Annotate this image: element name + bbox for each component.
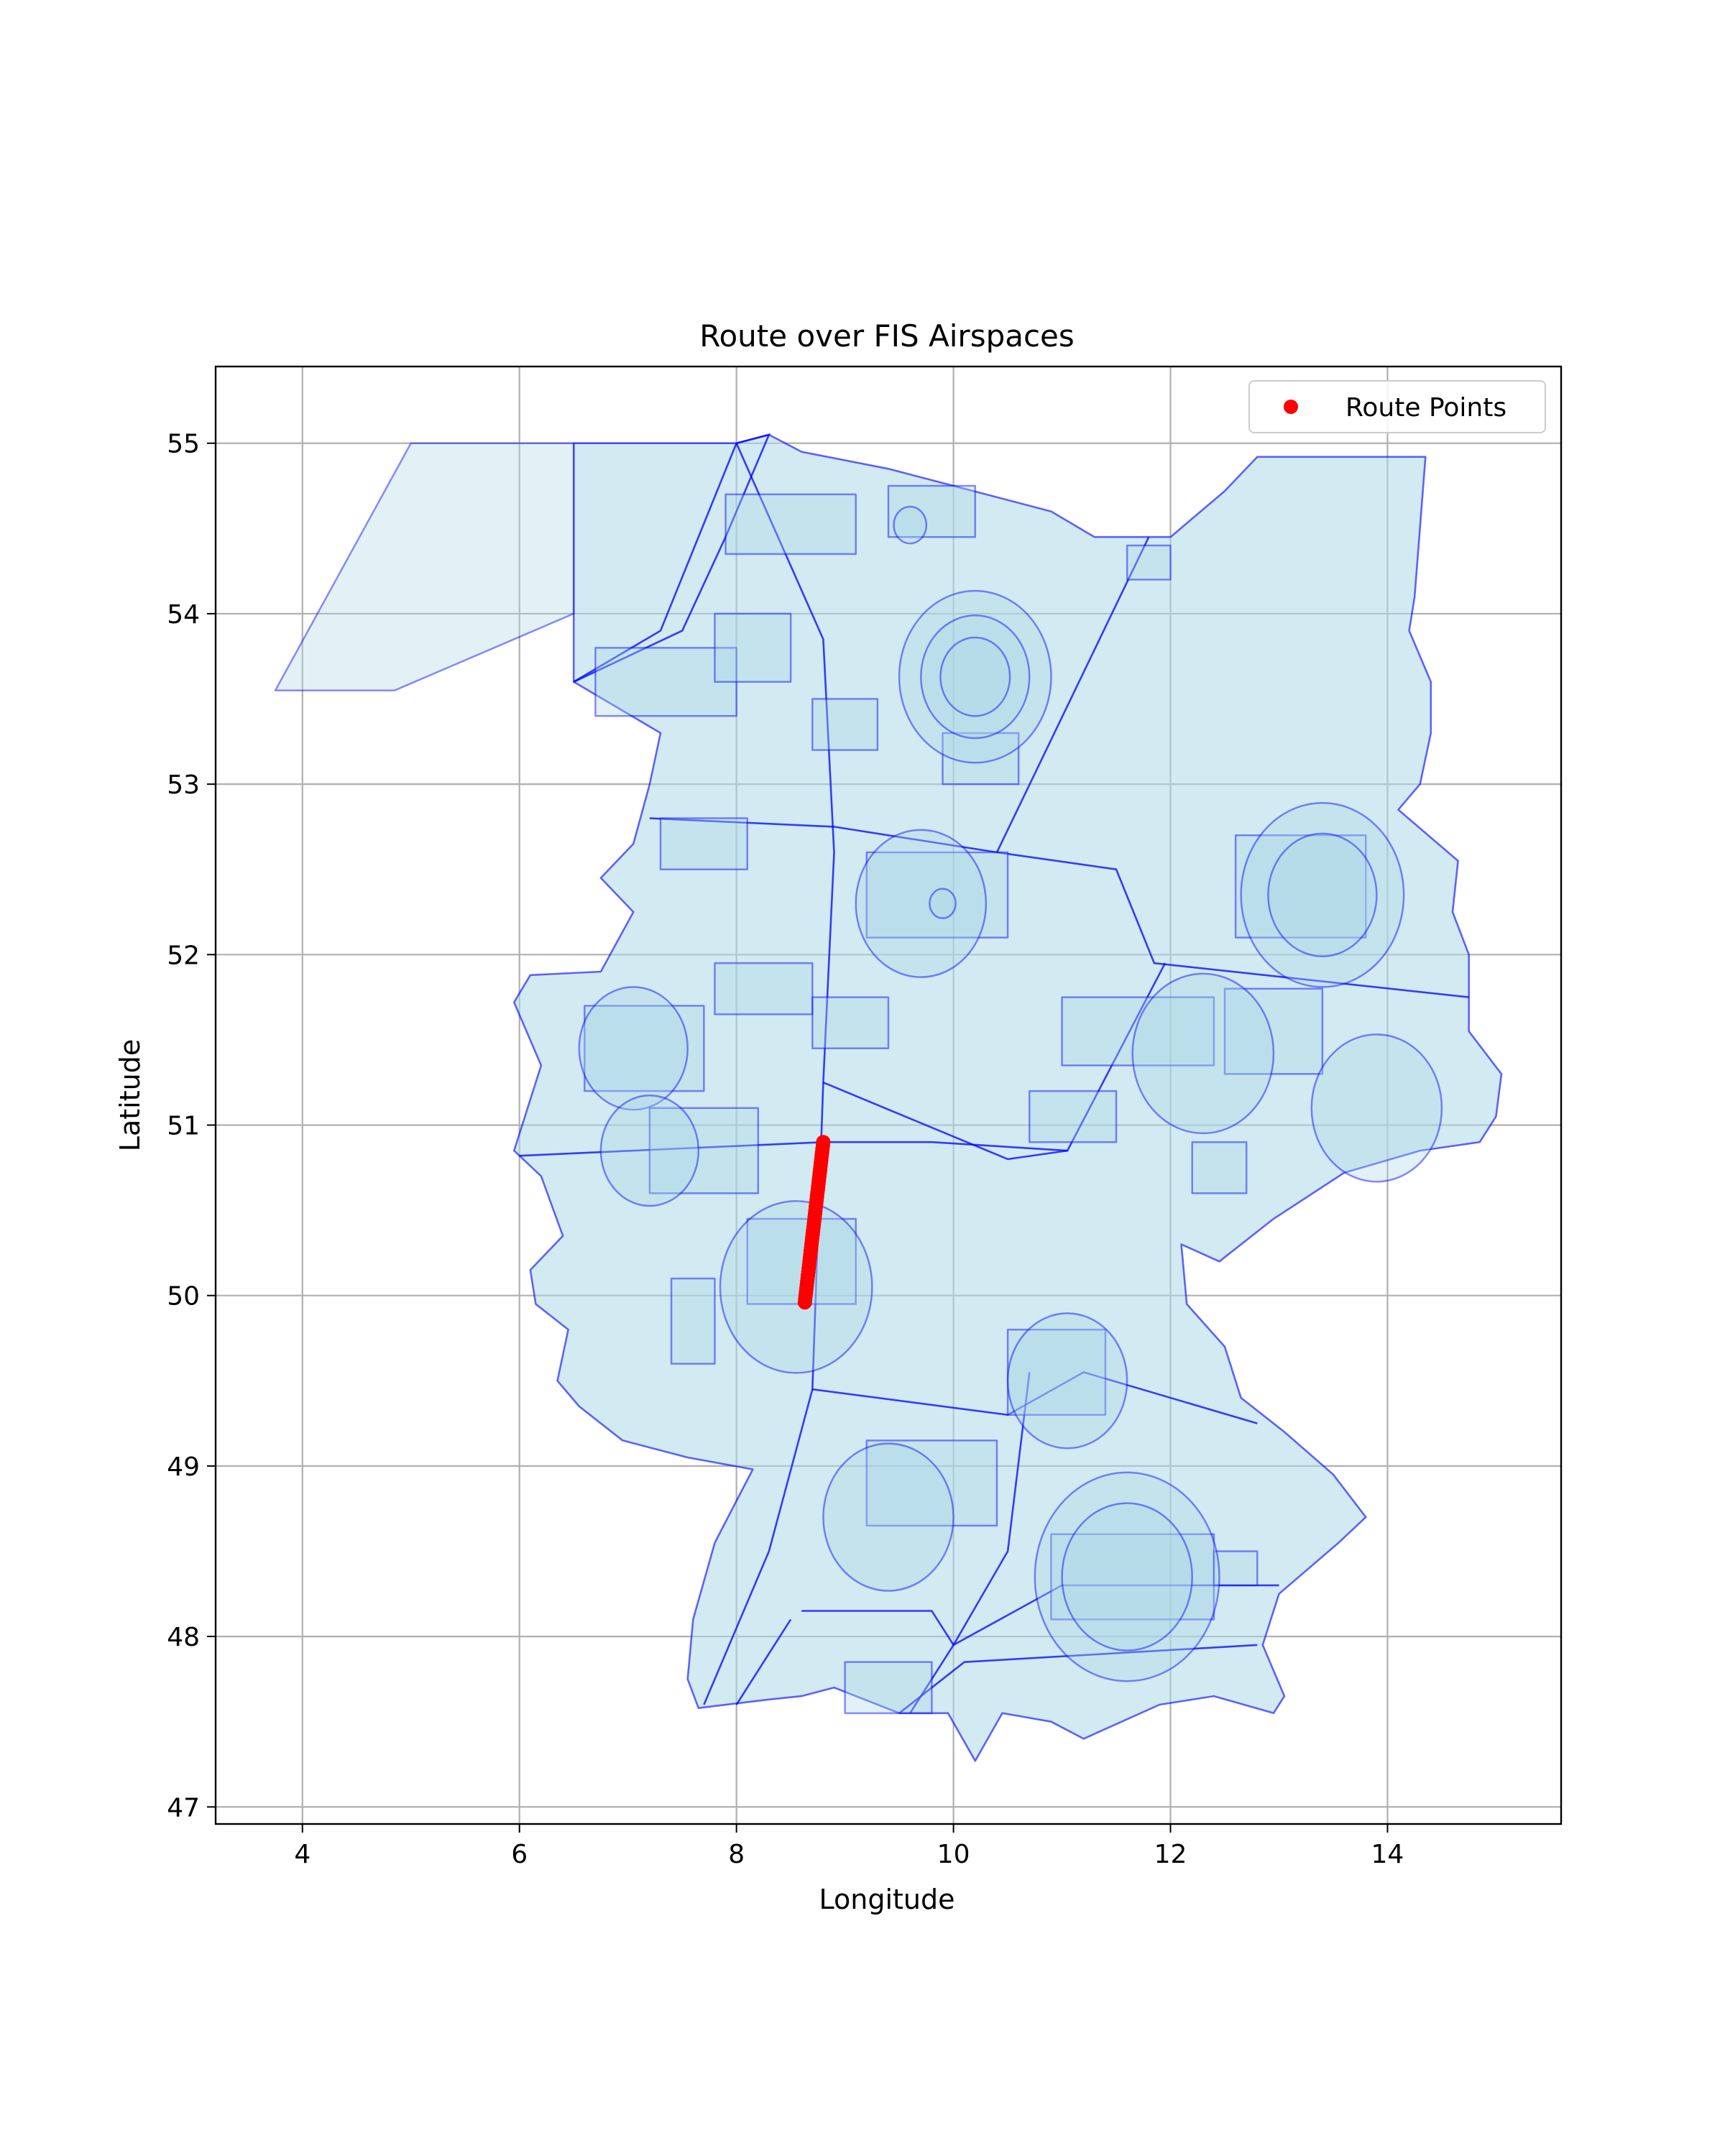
- airspace-zone: [648, 1107, 760, 1194]
- airspace-zone: [1131, 972, 1275, 1135]
- airspace-zone: [1213, 1550, 1259, 1587]
- airspace-zone: [659, 817, 748, 870]
- y-tick-label: 49: [167, 1452, 200, 1482]
- fir-boundary: [735, 1618, 792, 1705]
- airspace-zone: [724, 493, 857, 556]
- y-tick-label: 50: [167, 1282, 200, 1312]
- offshore-airspace: [274, 442, 575, 691]
- airspace-zone: [822, 1442, 954, 1592]
- fir-boundary: [649, 817, 1469, 998]
- airspace-zone: [1061, 996, 1215, 1067]
- airspace-zone: [865, 851, 1009, 939]
- y-axis-ticks: 47 48 49 50 51 52 53 54 55: [167, 430, 216, 1823]
- legend-label: Route Points: [1346, 393, 1506, 423]
- x-axis-label: Longitude: [819, 1884, 955, 1915]
- y-tick-label: 53: [167, 770, 200, 800]
- x-tick-label: 12: [1154, 1840, 1187, 1869]
- airspace-zone: [811, 698, 879, 751]
- fir-boundary: [812, 1370, 1258, 1424]
- airspace-zone: [1310, 1033, 1443, 1183]
- y-tick-label: 52: [167, 941, 200, 970]
- airspace-zone: [1267, 832, 1378, 957]
- airspace-zone: [599, 1094, 700, 1207]
- fir-boundary: [898, 1644, 1258, 1714]
- airspace-zone: [865, 1439, 998, 1527]
- fir-boundary: [519, 962, 1167, 1157]
- airspace-zone: [887, 484, 977, 538]
- y-tick-label: 48: [167, 1623, 200, 1652]
- airspace-zone: [670, 1277, 716, 1365]
- x-axis-ticks: 4 6 8 10 12 14: [294, 1824, 1404, 1869]
- fir-boundary: [822, 1081, 1068, 1161]
- airspace-zone: [594, 647, 737, 717]
- airspace-zone: [714, 962, 814, 1015]
- airspace-zone: [1050, 1533, 1215, 1621]
- airspace-zone: [939, 636, 1011, 717]
- airspace-zone: [893, 505, 928, 545]
- airspace-zone: [811, 996, 890, 1050]
- airspace-zone: [1061, 1502, 1193, 1651]
- airspace-zone: [898, 589, 1052, 764]
- airspace-zone: [1126, 544, 1172, 581]
- x-tick-label: 6: [511, 1840, 528, 1869]
- airspace-zone: [855, 829, 988, 978]
- y-tick-label: 51: [167, 1112, 200, 1141]
- y-axis-label: Latitude: [114, 1039, 146, 1151]
- fis-airspace-germany: [512, 433, 1503, 1762]
- airspace-zone: [942, 732, 1020, 786]
- fir-boundary: [573, 433, 771, 683]
- airspace-zone: [1223, 987, 1324, 1075]
- airspace-zone: [1006, 1312, 1128, 1450]
- airspace-zone: [578, 986, 689, 1111]
- x-tick-label: 4: [294, 1840, 310, 1869]
- fir-boundary: [995, 536, 1150, 853]
- fir-boundary: [573, 443, 737, 683]
- airspace-zone: [1234, 834, 1367, 939]
- airspace-zone: [584, 1005, 705, 1092]
- legend: Route Points: [1248, 380, 1546, 433]
- fir-boundary: [801, 1584, 1279, 1646]
- airspace-layer: [274, 433, 1503, 1762]
- airspace-zone: [1240, 801, 1405, 988]
- y-tick-label: 54: [167, 600, 200, 630]
- y-tick-label: 47: [167, 1793, 200, 1823]
- airspace-zone: [1006, 1328, 1107, 1416]
- route-point: [816, 1135, 831, 1150]
- airspace-zone: [1029, 1089, 1118, 1143]
- legend-box: [1248, 380, 1546, 433]
- airspace-zone: [844, 1661, 933, 1715]
- airspace-zone: [1034, 1471, 1220, 1682]
- airspace-zone: [929, 888, 957, 919]
- x-tick-label: 14: [1371, 1840, 1404, 1869]
- chart-title: Route over FIS Airspaces: [699, 318, 1075, 354]
- airspace-zone: [719, 1200, 873, 1374]
- fir-boundary: [909, 1372, 1031, 1714]
- legend-marker: [1284, 400, 1298, 414]
- airspace-zone: [1191, 1141, 1248, 1194]
- x-tick-label: 10: [937, 1840, 970, 1869]
- x-tick-label: 8: [728, 1840, 745, 1869]
- airspace-zone: [714, 612, 792, 683]
- plot-frame: [214, 365, 1563, 1825]
- airspace-zone: [920, 614, 1031, 740]
- route-series: [797, 1135, 831, 1310]
- y-tick-label: 55: [167, 430, 200, 459]
